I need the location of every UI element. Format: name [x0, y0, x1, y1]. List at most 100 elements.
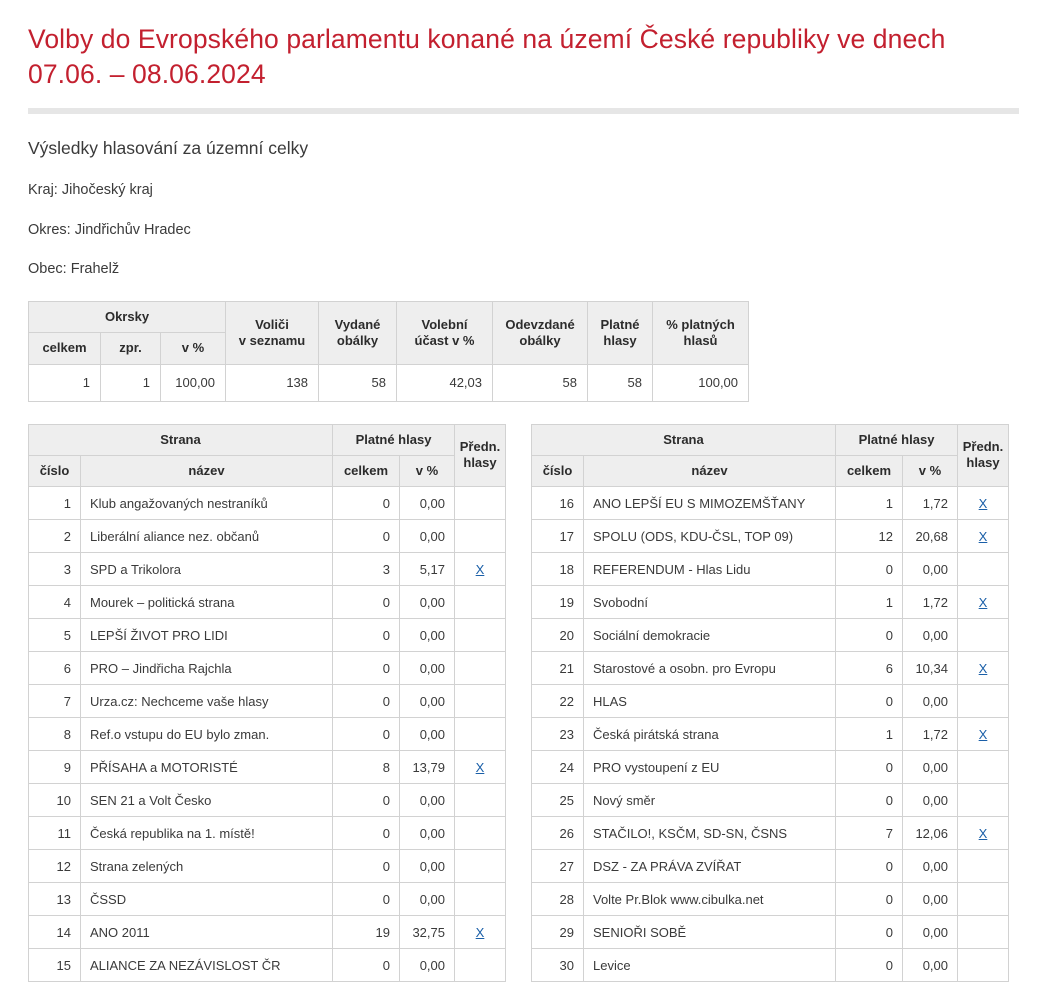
summary-table-wrapper: Okrsky Voliči v seznamu Vydané obálky Vo… — [27, 301, 1019, 402]
party-number: 23 — [531, 717, 584, 752]
party-name: SENIOŘI SOBĚ — [583, 915, 836, 950]
party-name: Ref.o vstupu do EU bylo zman. — [80, 717, 333, 752]
party-number: 22 — [531, 684, 584, 719]
party-votes-total: 0 — [835, 882, 903, 917]
party-left-header-predn-line1: Předn. — [459, 439, 501, 455]
party-left-header-predn-hlasy: Předn. hlasy — [454, 423, 506, 488]
party-number: 8 — [28, 717, 81, 752]
preferential-votes-cell — [454, 882, 506, 917]
preferential-votes-link[interactable]: X — [978, 528, 988, 544]
table-row: 7 Urza.cz: Nechceme vaše hlasy 0 0,00 — [28, 684, 506, 719]
party-votes-total: 0 — [332, 783, 400, 818]
preferential-votes-link[interactable]: X — [475, 561, 485, 577]
preferential-votes-link[interactable]: X — [978, 726, 988, 742]
party-votes-total: 0 — [332, 882, 400, 917]
preferential-votes-link[interactable]: X — [978, 660, 988, 676]
party-right-header-predn-hlasy: Předn. hlasy — [957, 423, 1009, 488]
party-name: PŘÍSAHA a MOTORISTÉ — [80, 750, 333, 785]
party-votes-total: 0 — [835, 684, 903, 719]
party-number: 17 — [531, 519, 584, 554]
summary-header-vydane-line2: obálky — [336, 332, 379, 348]
preferential-votes-link[interactable]: X — [978, 495, 988, 511]
summary-header-okrsky-v-proc: v % — [159, 332, 227, 365]
table-row: 27 DSZ - ZA PRÁVA ZVÍŘAT 0 0,00 — [531, 849, 1009, 884]
summary-cell-platne-hlasy: 58 — [587, 363, 654, 402]
table-row: 12 Strana zelených 0 0,00 — [28, 849, 506, 884]
preferential-votes-cell[interactable]: X — [957, 717, 1009, 752]
party-number: 26 — [531, 816, 584, 851]
summary-table: Okrsky Voliči v seznamu Vydané obálky Vo… — [27, 301, 750, 402]
party-name: PRO vystoupení z EU — [583, 750, 836, 785]
party-right-body: 16 ANO LEPŠÍ EU S MIMOZEMŠŤANY 1 1,72 X 17 SPO… — [531, 486, 1009, 983]
table-row: 10 SEN 21 a Volt Česko 0 0,00 — [28, 783, 506, 818]
summary-cell-okrsky-zpr: 1 — [100, 363, 161, 402]
preferential-votes-link[interactable]: X — [978, 594, 988, 610]
party-votes-total: 3 — [332, 552, 400, 587]
party-number: 1 — [28, 486, 81, 521]
preferential-votes-cell[interactable]: X — [957, 585, 1009, 620]
table-row: 22 HLAS 0 0,00 — [531, 684, 1009, 719]
preferential-votes-cell — [957, 915, 1009, 950]
preferential-votes-cell[interactable]: X — [454, 750, 506, 785]
party-votes-percent: 0,00 — [902, 684, 958, 719]
preferential-votes-link[interactable]: X — [978, 825, 988, 841]
table-row: 2 Liberální aliance nez. občanů 0 0,00 — [28, 519, 506, 554]
table-row: 28 Volte Pr.Blok www.cibulka.net 0 0,00 — [531, 882, 1009, 917]
summary-header-odevzdane-line2: obálky — [519, 332, 561, 348]
preferential-votes-cell — [454, 519, 506, 554]
party-votes-total: 0 — [835, 618, 903, 653]
party-votes-total: 0 — [835, 849, 903, 884]
summary-header-okrsky: Okrsky — [27, 301, 227, 334]
party-name: Strana zelených — [80, 849, 333, 884]
party-votes-total: 19 — [332, 915, 400, 950]
preferential-votes-link[interactable]: X — [475, 924, 485, 940]
summary-header-volici-line2: v seznamu — [238, 332, 306, 348]
party-votes-percent: 1,72 — [902, 585, 958, 620]
preferential-votes-cell — [454, 717, 506, 752]
party-votes-total: 6 — [835, 651, 903, 686]
preferential-votes-cell — [454, 651, 506, 686]
party-right-header-cislo: číslo — [531, 454, 584, 488]
table-row: 11 Česká republika na 1. místě! 0 0,00 — [28, 816, 506, 851]
party-name: Česká republika na 1. místě! — [80, 816, 333, 851]
party-right-header-v-proc: v % — [902, 454, 958, 488]
summary-header-okrsky-zpr: zpr. — [100, 332, 161, 365]
summary-header-odevzdane-line1: Odevzdané — [505, 316, 575, 332]
party-votes-percent: 10,34 — [902, 651, 958, 686]
party-votes-percent: 0,00 — [399, 585, 455, 620]
table-row: 19 Svobodní 1 1,72 X — [531, 585, 1009, 620]
preferential-votes-cell[interactable]: X — [957, 651, 1009, 686]
party-left-header-strana: Strana — [28, 423, 333, 456]
preferential-votes-cell[interactable]: X — [957, 816, 1009, 851]
party-votes-total: 7 — [835, 816, 903, 851]
party-votes-percent: 0,00 — [399, 519, 455, 554]
preferential-votes-link[interactable]: X — [475, 759, 485, 775]
preferential-votes-cell — [957, 849, 1009, 884]
preferential-votes-cell[interactable]: X — [957, 486, 1009, 521]
party-number: 12 — [28, 849, 81, 884]
party-votes-percent: 1,72 — [902, 486, 958, 521]
party-number: 9 — [28, 750, 81, 785]
preferential-votes-cell[interactable]: X — [957, 519, 1009, 554]
party-votes-percent: 0,00 — [399, 684, 455, 719]
party-votes-total: 0 — [332, 717, 400, 752]
party-name: SEN 21 a Volt Česko — [80, 783, 333, 818]
party-number: 24 — [531, 750, 584, 785]
summary-header-platne-line2: hlasy — [603, 332, 637, 348]
table-row: 1 Klub angažovaných nestraníků 0 0,00 — [28, 486, 506, 521]
preferential-votes-cell — [957, 684, 1009, 719]
party-votes-percent: 1,72 — [902, 717, 958, 752]
summary-header-pct-platnych: % platných hlasů — [652, 301, 750, 365]
preferential-votes-cell — [957, 882, 1009, 917]
party-votes-total: 0 — [332, 618, 400, 653]
preferential-votes-cell[interactable]: X — [454, 915, 506, 950]
summary-data-row: 1 1 100,00 138 58 42,03 58 58 100,00 — [28, 363, 750, 402]
party-votes-percent: 0,00 — [902, 552, 958, 587]
preferential-votes-cell — [454, 585, 506, 620]
table-row: 20 Sociální demokracie 0 0,00 — [531, 618, 1009, 653]
party-votes-total: 1 — [835, 585, 903, 620]
summary-header-platne-hlasy: Platné hlasy — [587, 301, 654, 365]
preferential-votes-cell[interactable]: X — [454, 552, 506, 587]
party-number: 15 — [28, 948, 81, 983]
